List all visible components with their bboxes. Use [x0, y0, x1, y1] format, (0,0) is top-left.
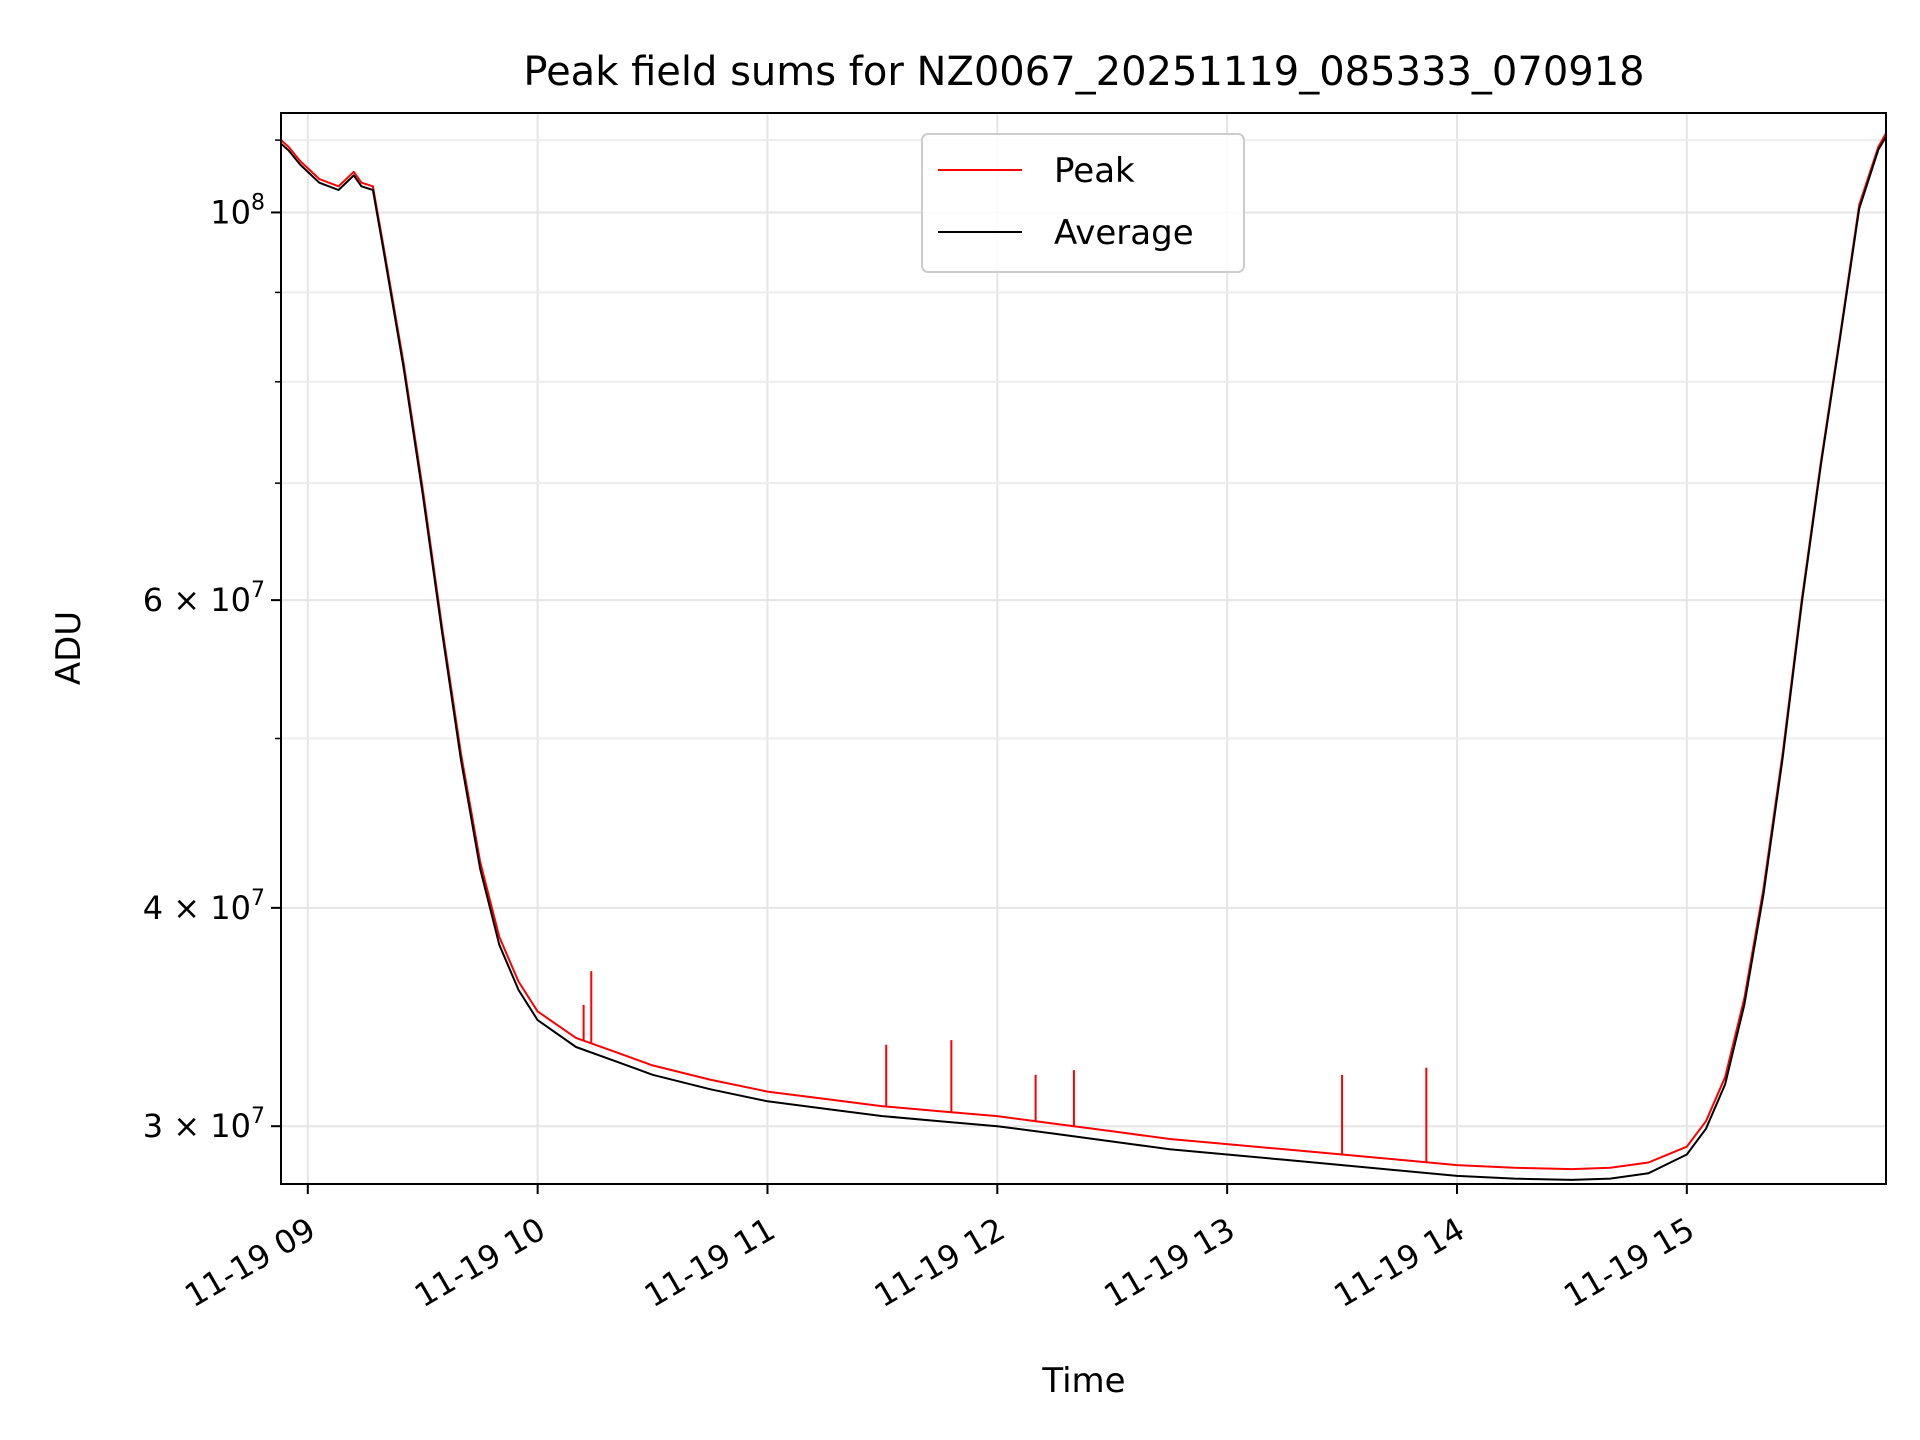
legend-label-peak: Peak	[1054, 151, 1135, 191]
y-tick-label: 4 × 107	[143, 886, 265, 927]
plot-frame	[280, 112, 1887, 1185]
grid	[281, 113, 1886, 1184]
y-tick-label: 3 × 107	[143, 1104, 265, 1145]
series-line-average	[280, 136, 1887, 1181]
legend: Peak Average	[921, 133, 1245, 273]
x-axis-label: Time	[1041, 1361, 1125, 1401]
legend-label-average: Average	[1054, 213, 1194, 253]
y-axis: 108 6 × 107 4 × 107 3 × 107	[143, 139, 281, 1145]
y-tick-label: 6 × 107	[143, 578, 265, 619]
y-tick-label: 108	[210, 190, 265, 231]
y-axis-label: ADU	[49, 611, 89, 685]
chart-title: Peak field sums for NZ0067_20251119_0853…	[523, 49, 1644, 95]
legend-box	[921, 133, 1245, 273]
plot-area	[280, 132, 1887, 1181]
